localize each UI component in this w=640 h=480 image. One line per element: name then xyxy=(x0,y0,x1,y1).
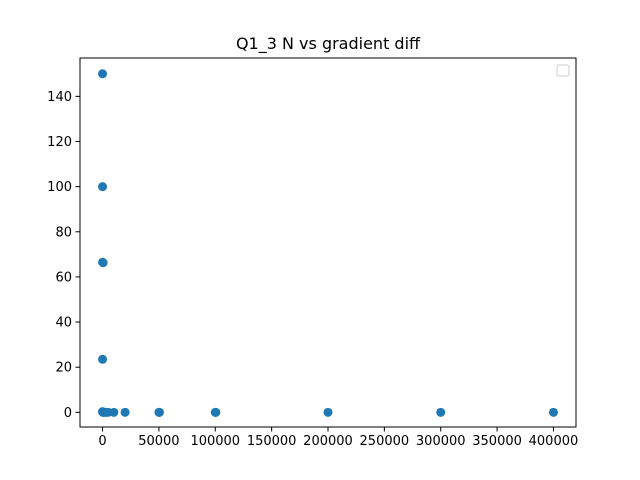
y-tick-label: 0 xyxy=(64,406,72,421)
y-tick-label: 40 xyxy=(55,316,72,331)
plot-area-frame xyxy=(79,57,577,428)
data-point xyxy=(211,407,221,417)
x-tick-label: 0 xyxy=(98,434,106,449)
y-tick-label: 140 xyxy=(47,90,72,105)
data-point xyxy=(98,182,108,192)
data-point xyxy=(548,407,558,417)
x-tick-label: 50000 xyxy=(138,434,179,449)
y-tick-label: 80 xyxy=(55,225,72,240)
data-point xyxy=(98,69,108,79)
data-point xyxy=(98,258,108,268)
y-tick-label: 100 xyxy=(47,180,72,195)
data-point xyxy=(120,407,130,417)
legend-box xyxy=(556,64,570,77)
data-point xyxy=(154,407,164,417)
x-axis-ticks: 0 50000 100000 150000 200000 250000 300000 3500… xyxy=(98,427,578,449)
x-tick-label: 150000 xyxy=(247,434,297,449)
x-tick-label: 250000 xyxy=(360,434,410,449)
chart-title: Q1_3 N vs gradient diff xyxy=(236,34,421,54)
data-point xyxy=(109,407,119,417)
data-point xyxy=(436,407,446,417)
x-tick-label: 200000 xyxy=(303,434,353,449)
data-point xyxy=(323,407,333,417)
x-tick-label: 100000 xyxy=(190,434,240,449)
data-points xyxy=(98,69,558,417)
y-axis-ticks: 0 20 40 60 80 100 120 140 xyxy=(47,90,80,421)
y-tick-label: 60 xyxy=(55,270,72,285)
x-tick-label: 300000 xyxy=(416,434,466,449)
y-tick-label: 20 xyxy=(55,361,72,376)
x-tick-label: 350000 xyxy=(472,434,522,449)
x-tick-label: 400000 xyxy=(529,434,579,449)
data-point xyxy=(98,354,108,364)
y-tick-label: 120 xyxy=(47,135,72,150)
